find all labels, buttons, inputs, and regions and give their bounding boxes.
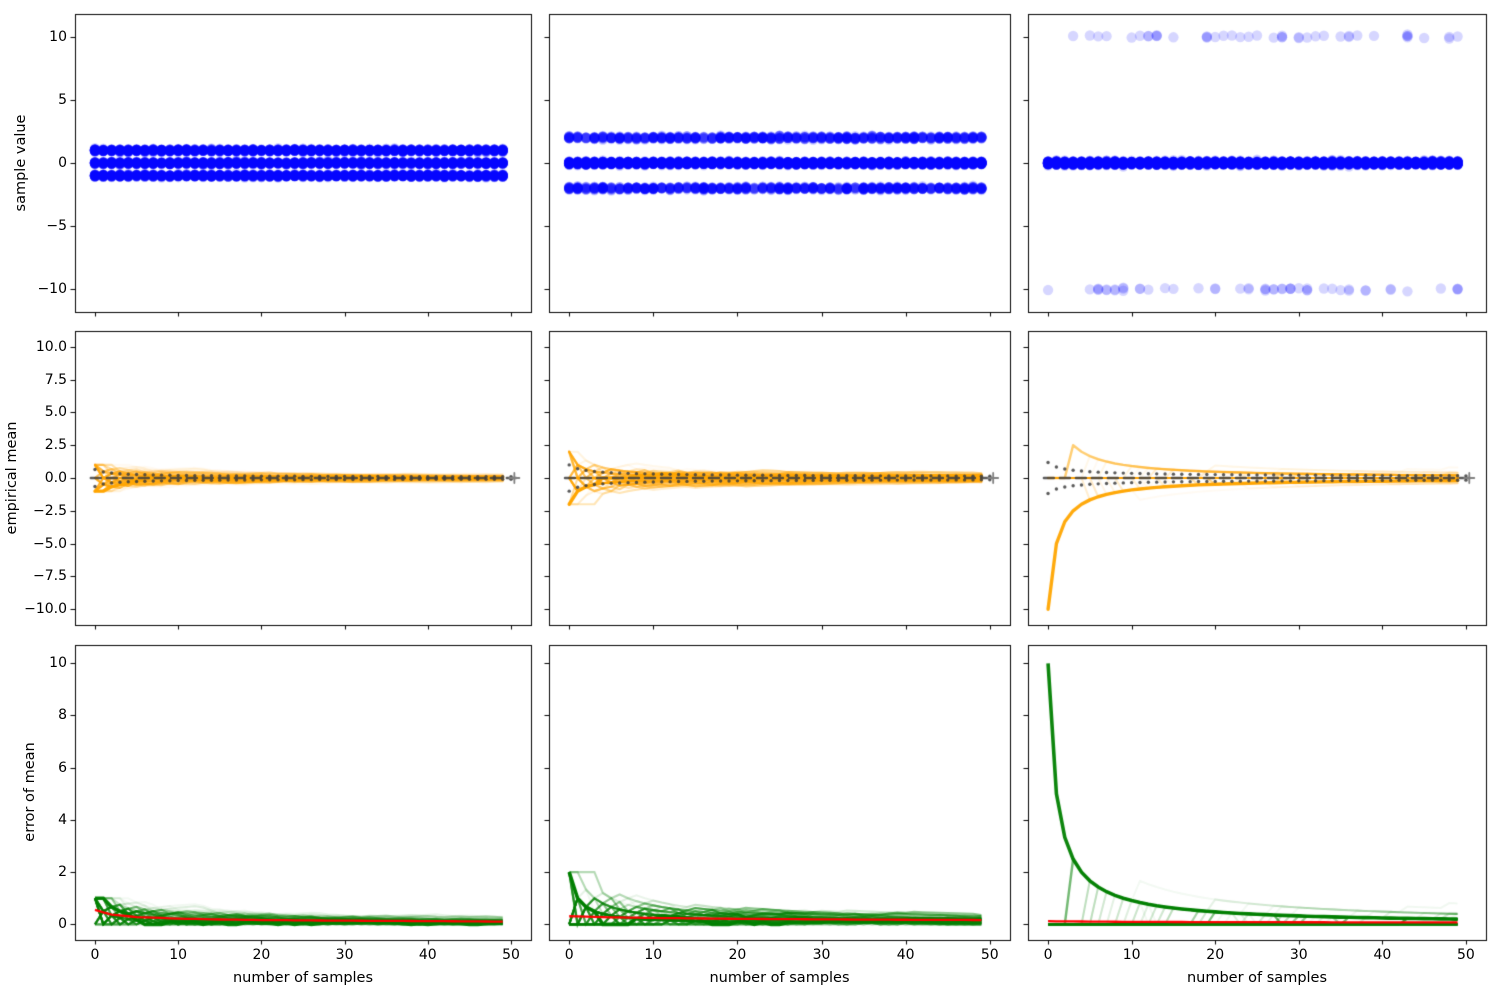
y-tick-label: 7.5 [44,371,67,388]
y-tick-label: 5 [58,91,67,108]
x-tick-label: 10 [169,947,188,963]
x-tick-label: 30 [335,947,354,963]
y-tick-label: 0 [58,155,67,171]
y-tick-label: −2.5 [33,502,67,519]
panel-scatter-col3 [1028,14,1486,312]
y-tick-label: 2.5 [44,437,67,454]
y-tick-label: 2 [58,864,67,881]
x-tick-label: 10 [644,947,663,963]
x-tick-label: 40 [418,947,437,963]
x-tick-label: 50 [1457,947,1475,963]
y-tick-label: 10 [49,655,67,672]
y-tick-label: 6 [58,759,67,776]
panel-scatter-col2 [549,14,1010,312]
y-tick-label: −5.0 [33,535,67,552]
y-tick-label: −10.0 [24,601,67,618]
panel-scatter-col1 [75,14,531,312]
y-tick-label: 10.0 [35,338,67,355]
x-tick-label: 0 [90,947,100,963]
x-tick-label: 0 [1043,947,1053,963]
y-tick-label: 10 [49,28,67,45]
x-axis-label-col3: number of samples [1186,970,1328,986]
y-tick-label: −7.5 [33,568,67,585]
panel-abs-error-lines-col2 [549,645,1010,940]
y-tick-label: −10 [37,281,67,298]
x-tick-label: 30 [812,947,831,963]
y-tick-label: 5.0 [44,404,67,421]
y-tick-label: 0.0 [44,470,67,486]
x-tick-label: 0 [564,947,574,963]
y-tick-label: 8 [58,707,67,724]
x-tick-label: 50 [980,947,999,963]
x-tick-label: 10 [1122,947,1141,963]
y-tick-label: 4 [58,811,67,828]
panel-running-mean-lines-col2 [549,331,1010,625]
y-tick-label: 0 [58,916,67,933]
panel-abs-error-lines-col3 [1028,645,1486,940]
x-axis-label-col1: number of samples [232,970,374,986]
x-tick-label: 30 [1289,947,1308,963]
panel-running-mean-lines-col1 [75,331,531,625]
panel-abs-error-lines-col1 [75,645,531,940]
y-tick-label: −5 [46,218,67,235]
x-tick-label: 20 [1206,947,1225,963]
x-tick-label: 20 [728,947,747,963]
x-tick-label: 40 [896,947,915,963]
x-tick-label: 40 [1373,947,1392,963]
panel-running-mean-lines-col3 [1028,331,1486,625]
x-tick-label: 50 [502,947,520,963]
x-axis-label-col2: number of samples [709,970,850,986]
x-tick-label: 20 [252,947,271,963]
